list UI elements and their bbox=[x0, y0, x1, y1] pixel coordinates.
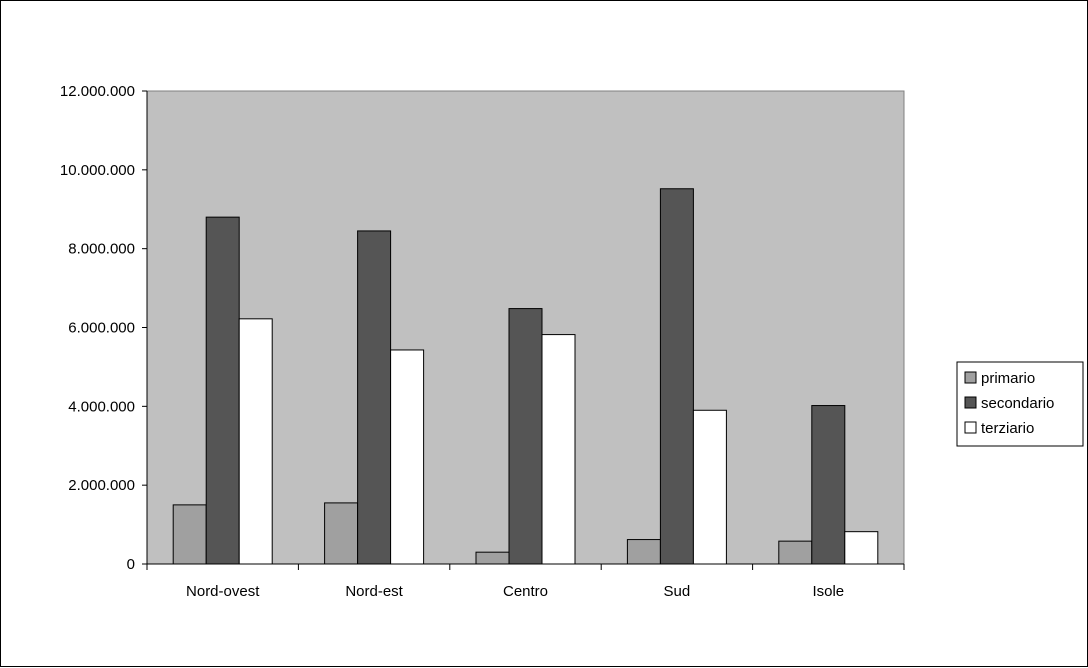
x-category-label: Nord-ovest bbox=[186, 583, 260, 600]
x-category-label: Isole bbox=[812, 583, 844, 600]
legend-swatch-primario bbox=[964, 371, 977, 384]
x-category-label: Sud bbox=[664, 583, 691, 600]
y-tick-label: 0 bbox=[127, 556, 135, 573]
bar-terziario bbox=[692, 409, 727, 565]
bar-primario bbox=[778, 540, 813, 565]
y-tick-label: 6.000.000 bbox=[68, 320, 135, 337]
bar-secondario bbox=[508, 308, 543, 565]
bar-primario bbox=[626, 539, 661, 565]
y-tick-label: 2.000.000 bbox=[68, 477, 135, 494]
bar-secondario bbox=[811, 405, 846, 565]
legend-swatch-secondario bbox=[964, 396, 977, 409]
bar-primario bbox=[324, 502, 359, 565]
bar-secondario bbox=[205, 216, 240, 565]
bar-secondario bbox=[659, 188, 694, 565]
bar-terziario bbox=[844, 531, 879, 565]
y-axis: 0 2.000.000 4.000.000 6.000.000 8.000.000 10.… bbox=[60, 83, 148, 573]
x-category-label: Centro bbox=[503, 583, 548, 600]
y-tick-label: 4.000.000 bbox=[68, 398, 135, 415]
x-axis: Nord-ovest Nord-est Centro Sud Isole bbox=[146, 563, 905, 600]
x-category-label: Nord-est bbox=[345, 583, 403, 600]
legend: primario secondario terziario bbox=[956, 361, 1084, 447]
legend-label-terziario: terziario bbox=[981, 420, 1034, 437]
bar-terziario bbox=[390, 349, 425, 565]
bar-terziario bbox=[541, 334, 576, 565]
y-tick-label: 10.000.000 bbox=[60, 162, 135, 179]
bar-terziario bbox=[238, 318, 273, 565]
legend-label-secondario: secondario bbox=[981, 395, 1054, 412]
bar-primario bbox=[172, 504, 207, 565]
y-tick-label: 12.000.000 bbox=[60, 83, 135, 100]
bars bbox=[172, 188, 879, 565]
bar-secondario bbox=[357, 230, 392, 565]
legend-label-primario: primario bbox=[981, 370, 1035, 387]
y-tick-label: 8.000.000 bbox=[68, 241, 135, 258]
legend-box bbox=[956, 361, 1084, 447]
bar-primario bbox=[475, 551, 510, 565]
legend-swatch-terziario bbox=[964, 421, 977, 434]
